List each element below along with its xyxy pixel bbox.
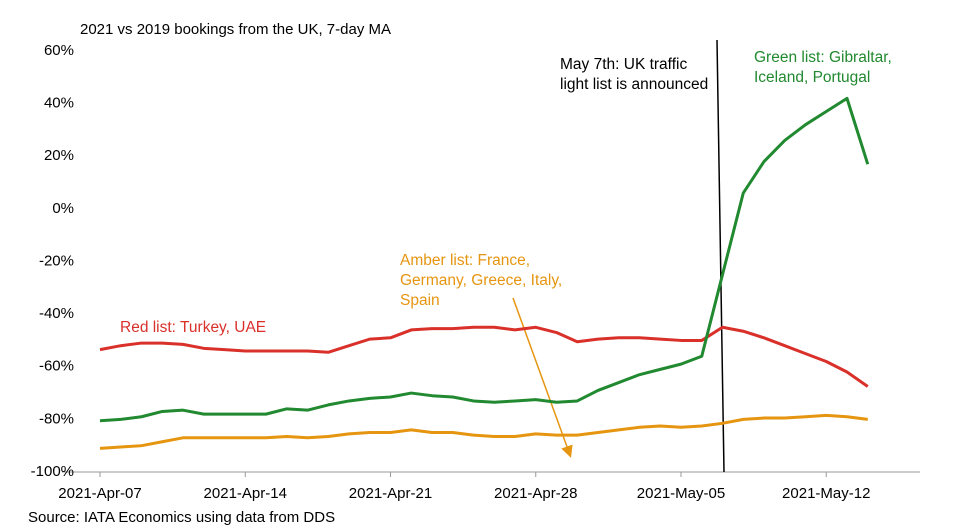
chart-title: 2021 vs 2019 bookings from the UK, 7-day… bbox=[80, 21, 391, 38]
y-tick-label: -20% bbox=[39, 252, 74, 269]
event-line bbox=[716, 39, 725, 473]
y-tick-label: -80% bbox=[39, 410, 74, 427]
y-tick-label: -100% bbox=[31, 463, 74, 480]
y-tick-label: 20% bbox=[44, 147, 74, 164]
y-tick-label: -60% bbox=[39, 358, 74, 375]
series-line bbox=[99, 413, 868, 450]
x-tick-label: 2021-Apr-07 bbox=[58, 485, 141, 502]
series-label: Green list: Gibraltar, Iceland, Portugal bbox=[754, 49, 892, 86]
series-label: Red list: Turkey, UAE bbox=[120, 319, 267, 336]
annotation: May 7th: UK traffic light list is announ… bbox=[560, 56, 709, 93]
source: Source: IATA Economics using data from D… bbox=[28, 509, 335, 526]
x-tick-label: 2021-Apr-21 bbox=[349, 485, 432, 502]
x-tick-label: 2021-Apr-28 bbox=[494, 485, 577, 502]
series-line bbox=[99, 325, 869, 388]
y-tick-label: 60% bbox=[44, 42, 74, 59]
x-tick-label: 2021-May-05 bbox=[637, 485, 725, 502]
x-tick-label: 2021-May-12 bbox=[782, 485, 870, 502]
x-tick-label: 2021-Apr-14 bbox=[204, 485, 287, 502]
series-label: Amber list: France, Germany, Greece, Ita… bbox=[400, 252, 563, 309]
arrow bbox=[512, 297, 573, 458]
y-tick-label: 0% bbox=[52, 200, 74, 217]
series-line bbox=[99, 96, 870, 423]
y-tick-label: 40% bbox=[44, 95, 74, 112]
y-tick-label: -40% bbox=[39, 305, 74, 322]
